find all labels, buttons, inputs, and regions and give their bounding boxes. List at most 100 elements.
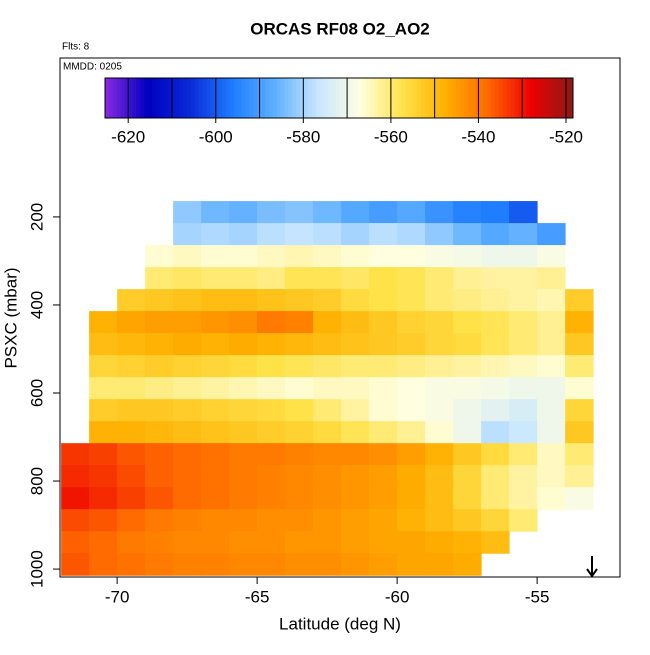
x-tick-label: -65	[245, 587, 270, 606]
heatmap-cell	[117, 399, 146, 422]
heatmap-cell	[425, 201, 454, 224]
y-axis-label: PSXC (mbar)	[1, 267, 20, 368]
heatmap-cell	[145, 531, 174, 554]
heatmap-cell	[257, 531, 286, 554]
heatmap-cell	[313, 487, 342, 510]
heatmap-cell	[369, 399, 398, 422]
colorbar-tick-label: -600	[199, 127, 233, 146]
colorbar-swatch	[311, 78, 317, 118]
heatmap-cell	[509, 311, 538, 334]
heatmap-cell	[425, 443, 454, 466]
heatmap-cell	[313, 289, 342, 312]
colorbar-swatch	[491, 78, 496, 118]
heatmap-cell	[229, 487, 258, 510]
heatmap-cell	[453, 223, 482, 246]
colorbar-swatch	[526, 78, 531, 118]
heatmap-cell	[481, 531, 510, 554]
heatmap-cell	[425, 421, 454, 444]
heatmap-cell	[229, 267, 258, 290]
heatmap-cell	[257, 421, 286, 444]
colorbar-swatch	[183, 78, 188, 118]
colorbar-swatch	[354, 78, 359, 118]
heatmap-cell	[201, 311, 230, 334]
heatmap-cell	[341, 223, 370, 246]
heatmap-cell	[397, 443, 426, 466]
colorbar-swatch	[222, 78, 227, 118]
heatmap-cell	[229, 509, 258, 532]
heatmap-cell	[537, 487, 566, 510]
heatmap-cells	[61, 201, 594, 576]
heatmap-cell	[117, 355, 146, 378]
heatmap-cell	[537, 443, 566, 466]
heatmap-cell	[285, 553, 314, 576]
heatmap-cell	[229, 421, 258, 444]
colorbar-swatch	[389, 78, 395, 118]
heatmap-cell	[537, 311, 566, 334]
colorbar-swatch	[155, 78, 161, 118]
colorbar-swatch	[276, 78, 281, 118]
heatmap-cell	[565, 289, 594, 312]
heatmap-cell	[117, 465, 146, 488]
heatmap-cell	[509, 465, 538, 488]
colorbar-swatch	[132, 78, 137, 118]
colorbar-swatch	[206, 78, 211, 118]
heatmap-cell	[369, 509, 398, 532]
colorbar-swatch	[374, 78, 379, 118]
heatmap-cell	[453, 201, 482, 224]
heatmap-cell	[453, 311, 482, 334]
heatmap-cell	[481, 399, 510, 422]
heatmap-cell	[89, 553, 118, 576]
colorbar-swatch	[319, 78, 324, 118]
colorbar-swatch	[561, 78, 566, 118]
heatmap-cell	[397, 201, 426, 224]
heatmap-cell	[201, 223, 230, 246]
colorbar-swatch	[405, 78, 410, 118]
heatmap-cell	[565, 421, 594, 444]
heatmap-cell	[89, 333, 118, 356]
heatmap-cell	[453, 421, 482, 444]
heatmap-cell	[509, 355, 538, 378]
heatmap-cell	[397, 553, 426, 576]
colorbar-swatch	[159, 78, 164, 118]
heatmap-cell	[537, 399, 566, 422]
heatmap-cell	[397, 223, 426, 246]
heatmap-cell	[257, 311, 286, 334]
heatmap-cell	[201, 399, 230, 422]
colorbar-swatch	[413, 78, 418, 118]
heatmap-cell	[397, 289, 426, 312]
colorbar-swatch	[424, 78, 430, 118]
heatmap-cell	[285, 465, 314, 488]
heatmap-cell	[89, 355, 118, 378]
colorbar-swatch	[179, 78, 184, 118]
heatmap-cell	[369, 289, 398, 312]
colorbar-swatch	[245, 78, 250, 118]
colorbar-tick-label: -620	[111, 127, 145, 146]
heatmap-cell	[369, 355, 398, 378]
heatmap-cell	[397, 487, 426, 510]
colorbar-swatch	[506, 78, 512, 118]
colorbar-swatch	[225, 78, 231, 118]
heatmap-cell	[565, 465, 594, 488]
heatmap-cell	[89, 531, 118, 554]
heatmap-cell	[201, 377, 230, 400]
colorbar-swatch	[420, 78, 426, 118]
heatmap-cell	[313, 443, 342, 466]
heatmap-cell	[425, 223, 454, 246]
heatmap-cell	[313, 509, 342, 532]
heatmap-cell	[285, 245, 314, 268]
heatmap-cell	[369, 201, 398, 224]
x-tick-label: -55	[525, 587, 550, 606]
x-tick-label: -70	[105, 587, 130, 606]
heatmap-cell	[509, 289, 538, 312]
heatmap-cell	[509, 509, 538, 532]
heatmap-cell	[397, 377, 426, 400]
heatmap-cell	[61, 553, 90, 576]
colorbar-swatch	[342, 78, 348, 118]
colorbar-swatch	[315, 78, 320, 118]
heatmap-cell	[257, 487, 286, 510]
colorbar-tick-label: -540	[461, 127, 495, 146]
heatmap-cell	[453, 289, 482, 312]
colorbar-swatch	[144, 78, 149, 118]
heatmap-cell	[313, 553, 342, 576]
